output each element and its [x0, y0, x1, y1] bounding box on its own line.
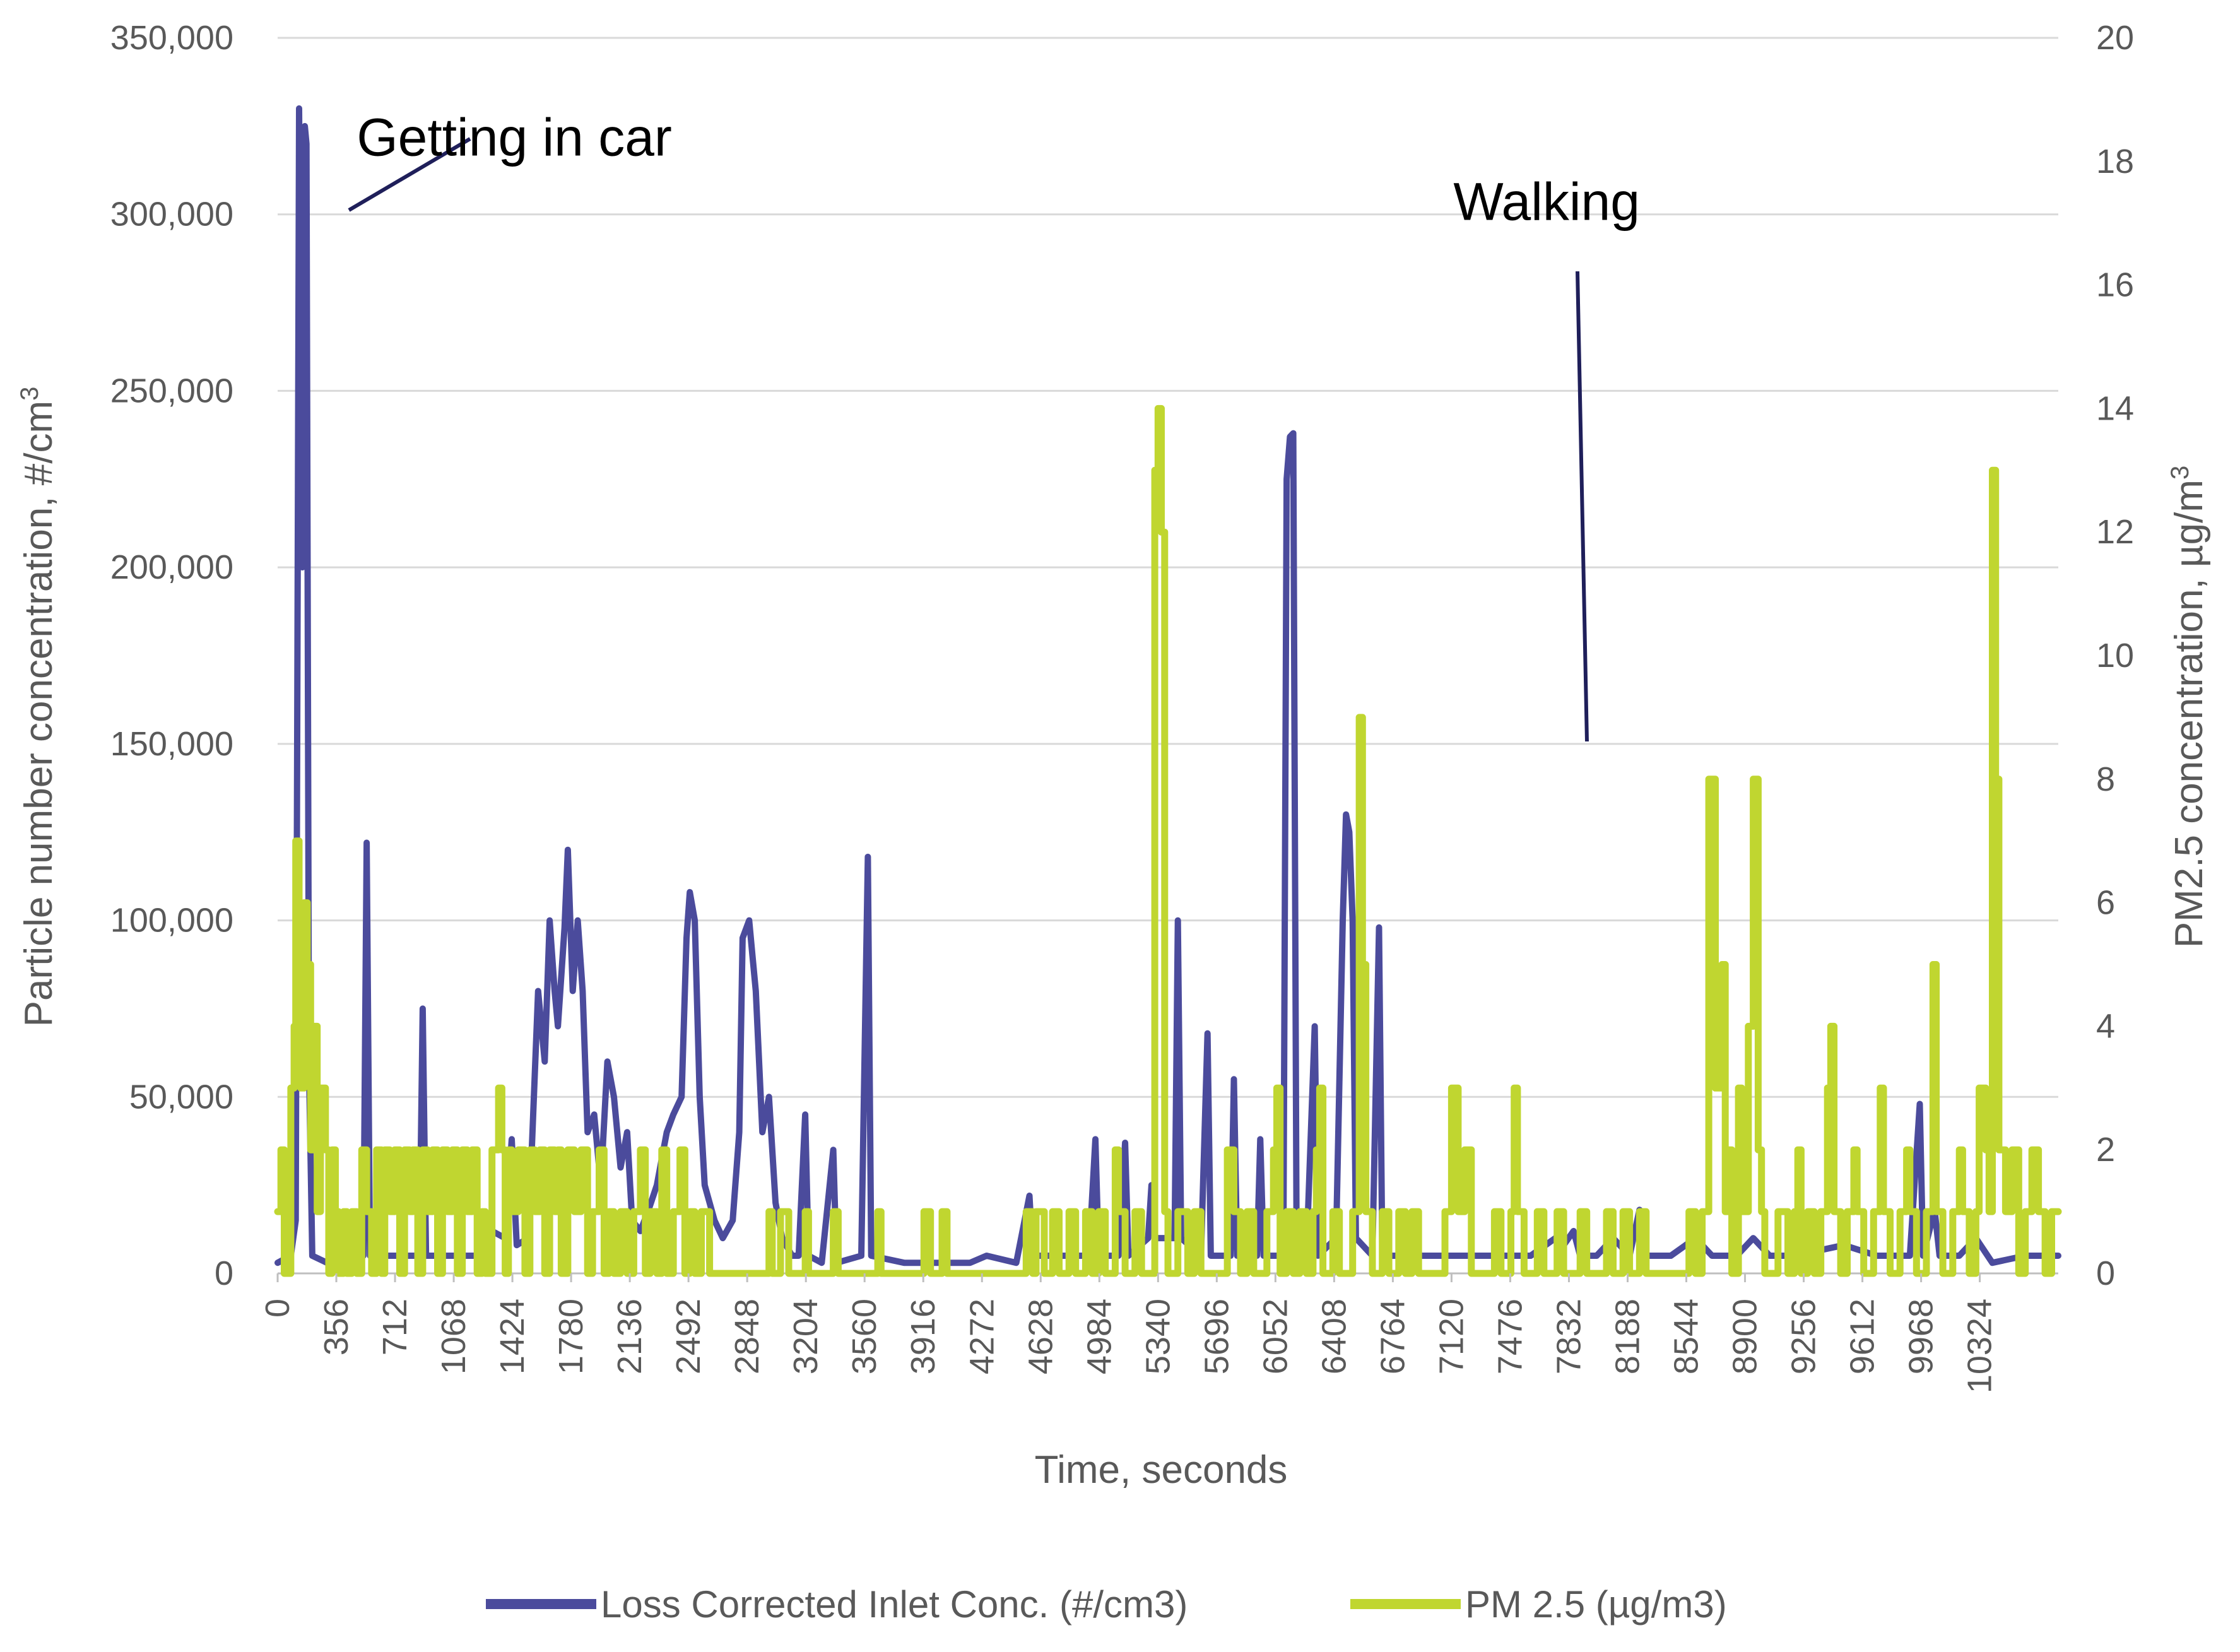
x-tick-label: 5340	[1139, 1299, 1177, 1374]
y-left-tick-label: 350,000	[110, 19, 233, 57]
x-tick-label: 4984	[1080, 1299, 1118, 1374]
x-tick-label: 7476	[1491, 1299, 1529, 1374]
x-tick-label: 6764	[1374, 1299, 1412, 1374]
y-right-tick-label: 0	[2096, 1254, 2115, 1292]
y-right-tick-label: 20	[2096, 19, 2134, 57]
y-left-tick-label: 100,000	[110, 902, 233, 940]
x-tick-label: 9612	[1844, 1299, 1882, 1374]
x-tick-label: 0	[259, 1299, 297, 1318]
x-tick-label: 2848	[728, 1299, 766, 1374]
y-axis-left-title: Particle number concentration, #/cm3	[16, 387, 61, 1027]
x-tick-label: 9256	[1785, 1299, 1823, 1374]
legend-label-loss-corrected: Loss Corrected Inlet Conc. (#/cm3)	[601, 1583, 1188, 1625]
x-tick-label: 2492	[669, 1299, 707, 1374]
x-tick-label: 3560	[846, 1299, 883, 1374]
x-tick-label: 712	[376, 1299, 414, 1355]
y-right-tick-label: 6	[2096, 884, 2115, 922]
x-tick-label: 2136	[611, 1299, 649, 1374]
x-tick-label: 6052	[1256, 1299, 1294, 1374]
y-left-tick-label: 0	[215, 1254, 233, 1292]
legend: Loss Corrected Inlet Conc. (#/cm3) PM 2.…	[486, 1583, 1727, 1625]
y-axis-left-title-superscript: 3	[16, 387, 44, 401]
y-left-tick-label: 150,000	[110, 725, 233, 763]
x-tick-label: 3916	[904, 1299, 942, 1374]
x-tick-label: 10324	[1961, 1299, 1999, 1393]
legend-label-pm25: PM 2.5 (µg/m3)	[1465, 1583, 1727, 1625]
y-right-tick-label: 10	[2096, 637, 2134, 675]
x-tick-label: 8544	[1668, 1299, 1706, 1374]
x-axis-ticks: 0 356 712 1068 1424 1780 2136 2492 2848 3204 3560 3…	[259, 1273, 1999, 1393]
annotation-leader-walking	[1576, 271, 1589, 742]
y-left-tick-label: 250,000	[110, 372, 233, 410]
annotation-getting-in-car: Getting in car	[357, 108, 672, 167]
y-right-tick-label: 18	[2096, 143, 2134, 180]
x-tick-label: 4272	[963, 1299, 1001, 1374]
y-left-tick-label: 300,000	[110, 196, 233, 233]
y-right-tick-label: 14	[2096, 389, 2134, 427]
y-axis-right-title-superscript: 3	[2166, 466, 2194, 480]
x-tick-label: 8188	[1608, 1299, 1646, 1374]
series-layer	[274, 105, 2062, 1277]
annotations: Getting in car Walking	[348, 108, 1640, 742]
y-axis-left-ticks: 0 50,000 100,000 150,000 200,000 250,000 300,0…	[110, 19, 233, 1292]
x-tick-label: 1780	[552, 1299, 590, 1374]
series-line-pm25	[274, 404, 2062, 1277]
y-right-tick-label: 2	[2096, 1131, 2115, 1169]
x-tick-label: 7832	[1550, 1299, 1588, 1374]
x-tick-label: 356	[317, 1299, 355, 1355]
x-tick-label: 6408	[1315, 1299, 1353, 1374]
x-tick-label: 8900	[1726, 1299, 1764, 1374]
x-tick-label: 1424	[493, 1299, 531, 1374]
y-left-tick-label: 200,000	[110, 548, 233, 586]
series-line-loss-corrected	[274, 105, 2061, 1266]
x-axis-title: Time, seconds	[1035, 1448, 1288, 1492]
y-right-tick-label: 4	[2096, 1007, 2115, 1045]
y-left-tick-label: 50,000	[129, 1078, 233, 1116]
x-tick-label: 3204	[787, 1299, 825, 1374]
x-tick-label: 5696	[1198, 1299, 1235, 1374]
annotation-walking: Walking	[1453, 172, 1640, 231]
y-right-tick-label: 12	[2096, 513, 2134, 551]
y-axis-right-title: PM2.5 concentration, µg/m3	[2166, 466, 2211, 948]
x-tick-label: 9968	[1902, 1299, 1940, 1374]
y-axis-right-ticks: 0 2 4 6 8 10 12 14 16 18 20	[2096, 19, 2134, 1292]
annotation-leader-getting-in-car	[348, 137, 471, 212]
x-tick-label: 1068	[435, 1299, 473, 1374]
y-right-tick-label: 16	[2096, 266, 2134, 304]
x-tick-label: 4628	[1022, 1299, 1059, 1374]
x-tick-label: 7120	[1432, 1299, 1470, 1374]
y-right-tick-label: 8	[2096, 760, 2115, 798]
